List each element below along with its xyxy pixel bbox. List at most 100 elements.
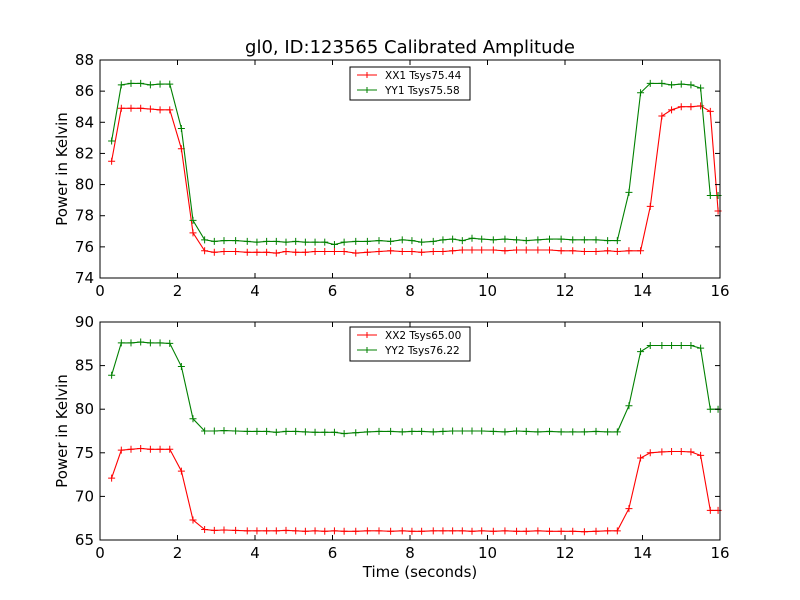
- data-point: [330, 241, 338, 249]
- data-point: [146, 339, 154, 347]
- legend: XX1 Tsys75.44 YY1 Tsys75.58: [349, 66, 471, 101]
- data-point: [546, 235, 553, 243]
- data-point: [375, 527, 383, 535]
- y-tick-label: 80: [75, 400, 94, 418]
- x-tick-label: 10: [478, 282, 497, 300]
- data-point: [468, 234, 476, 242]
- y-axis-label: Power in Kelvin: [53, 374, 71, 488]
- data-point: [108, 474, 116, 482]
- data-point: [232, 237, 240, 245]
- data-point: [243, 527, 251, 535]
- data-point: [658, 112, 666, 120]
- x-tick-label: 0: [95, 544, 105, 562]
- plot-2: 0 2 4 6 8 10 12 14 16 65 70 75 80 85 90 Power in Kelvin…: [53, 313, 730, 581]
- data-point: [340, 430, 348, 438]
- data-point: [117, 104, 125, 112]
- data-point: [146, 105, 154, 113]
- data-point: [108, 371, 116, 379]
- data-point: [146, 445, 154, 453]
- data-point: [408, 427, 416, 435]
- data-point: [449, 427, 457, 435]
- data-point: [292, 527, 300, 535]
- data-point: [330, 527, 338, 535]
- data-point: [546, 246, 553, 254]
- data-point: [439, 248, 447, 256]
- x-tick-label: 0: [95, 282, 105, 300]
- data-point: [117, 446, 125, 454]
- data-point: [522, 527, 530, 535]
- data-point: [557, 428, 565, 436]
- data-point: [352, 237, 360, 245]
- data-point: [687, 342, 695, 350]
- data-point: [232, 248, 240, 256]
- data-point: [604, 428, 612, 436]
- y-tick-label: 90: [75, 313, 94, 331]
- data-point: [232, 526, 240, 534]
- data-point: [156, 339, 164, 347]
- data-point: [321, 527, 329, 535]
- data-point: [282, 238, 290, 246]
- data-point: [398, 527, 406, 535]
- data-point: [387, 527, 395, 535]
- data-point: [522, 246, 530, 254]
- x-tick-label: 14: [633, 282, 652, 300]
- data-point: [478, 427, 486, 435]
- data-point: [177, 125, 185, 133]
- x-tick-label: 14: [633, 544, 652, 562]
- data-point: [352, 429, 360, 437]
- y-tick-label: 88: [75, 51, 94, 69]
- data-point: [522, 237, 530, 245]
- data-point: [557, 247, 565, 255]
- data-point: [137, 79, 145, 87]
- data-point: [210, 526, 218, 534]
- data-point: [282, 427, 290, 435]
- data-point: [146, 81, 154, 89]
- y-tick-label: 78: [75, 207, 94, 225]
- data-point: [363, 248, 371, 256]
- x-axis-label: Time (seconds): [362, 563, 478, 581]
- data-point: [311, 428, 319, 436]
- data-point: [697, 102, 705, 110]
- x-tick-label: 4: [250, 544, 260, 562]
- data-point: [375, 237, 383, 245]
- data-point: [658, 448, 666, 456]
- data-point: [637, 89, 645, 97]
- data-point: [668, 447, 676, 455]
- data-point: [501, 428, 509, 436]
- plot-1: 0 2 4 6 8 10 12 14 16 74 76 78 80 82 84 86 88 Power in Ke…: [53, 51, 730, 300]
- data-point: [592, 236, 600, 244]
- data-point: [220, 248, 228, 256]
- data-point: [127, 339, 135, 347]
- y-tick-label: 70: [75, 487, 94, 505]
- data-point: [321, 248, 329, 256]
- legend-marker: [364, 332, 370, 338]
- data-point: [301, 428, 309, 436]
- data-point: [137, 338, 145, 346]
- data-point: [613, 428, 621, 436]
- data-point: [387, 247, 395, 255]
- data-point: [292, 237, 300, 245]
- x-tick-label: 2: [173, 544, 183, 562]
- data-point: [580, 248, 588, 256]
- data-point: [243, 248, 251, 256]
- data-point: [646, 342, 654, 350]
- data-point: [557, 235, 565, 243]
- series-yy1: [108, 79, 722, 249]
- legend-marker: [364, 87, 370, 93]
- data-point: [330, 428, 338, 436]
- data-point: [513, 236, 521, 244]
- data-point: [263, 427, 271, 435]
- data-point: [272, 237, 280, 245]
- y-tick-label: 85: [75, 357, 94, 375]
- data-point: [637, 348, 645, 356]
- data-point: [501, 247, 509, 255]
- data-point: [189, 216, 197, 224]
- data-point: [156, 106, 164, 114]
- data-point: [625, 402, 633, 410]
- data-point: [604, 527, 612, 535]
- data-point: [478, 246, 486, 254]
- data-point: [340, 248, 348, 256]
- data-point: [592, 427, 600, 435]
- data-point: [201, 526, 209, 534]
- x-tick-label: 4: [250, 282, 260, 300]
